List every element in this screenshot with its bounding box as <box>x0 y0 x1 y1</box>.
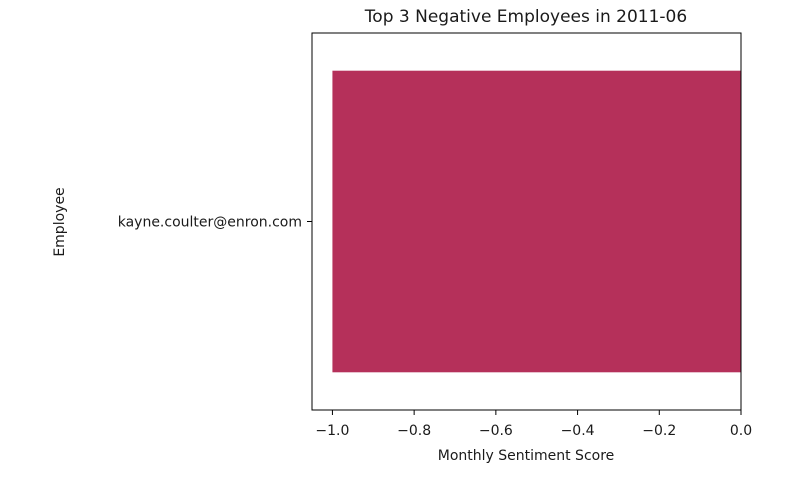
x-tick-label: −0.8 <box>397 423 431 439</box>
y-axis-ticks: kayne.coulter@enron.com <box>118 215 312 231</box>
x-tick-label: −0.2 <box>642 423 676 439</box>
chart-title: Top 3 Negative Employees in 2011-06 <box>364 7 687 27</box>
x-tick-label: −1.0 <box>315 423 349 439</box>
x-tick-label: −0.4 <box>561 423 595 439</box>
x-tick-label: 0.0 <box>730 423 752 439</box>
y-axis-label: Employee <box>52 187 68 256</box>
y-tick-label: kayne.coulter@enron.com <box>118 215 302 231</box>
x-axis-label: Monthly Sentiment Score <box>438 448 615 464</box>
bars-layer <box>332 70 741 373</box>
x-tick-label: −0.6 <box>479 423 513 439</box>
x-axis-ticks: −1.0 −0.8 −0.6 −0.4 −0.2 0.0 <box>315 410 752 439</box>
bar-0 <box>332 70 741 373</box>
